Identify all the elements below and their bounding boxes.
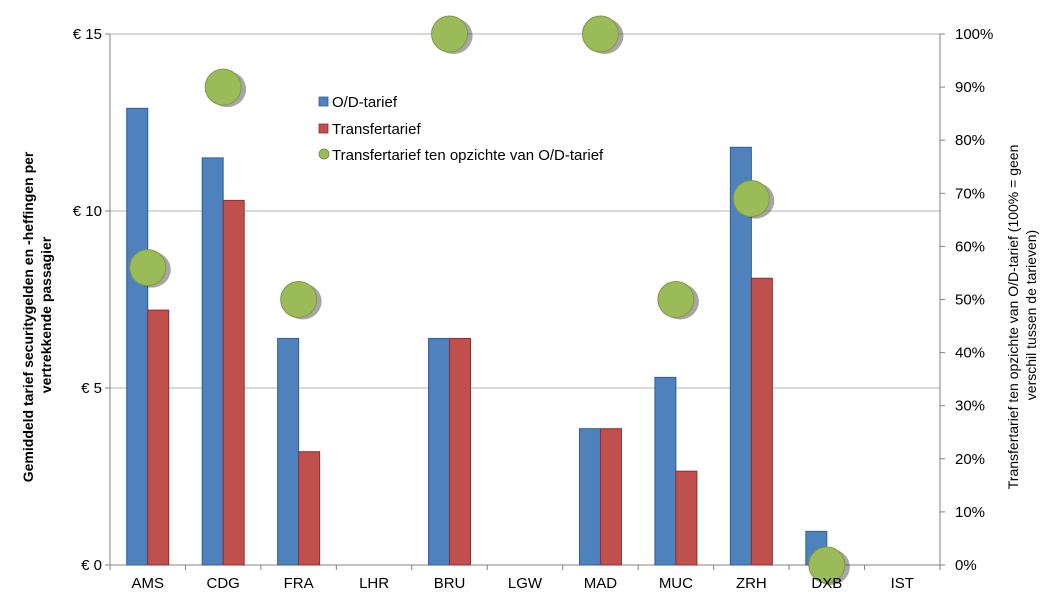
x-tick-label-bru: BRU	[434, 575, 466, 592]
y-right-tick-label-2: 20%	[955, 451, 985, 468]
marker-ratio-cdg	[204, 68, 242, 106]
bar-od-mad	[578, 428, 601, 566]
y-right-tick-label-8: 80%	[955, 132, 985, 149]
markers	[129, 15, 850, 585]
y-right-title-line-2: verschil tussen de tarieven)	[1023, 230, 1039, 400]
x-tick-label-mad: MAD	[584, 575, 618, 592]
x-tick-label-cdg: CDG	[207, 575, 240, 592]
tick-labels: € 0 € 5 € 10 € 15 0% 10% 20% 30% 40% 50% 60% 70% 80%…	[73, 26, 994, 592]
legend-label-od: O/D-tarief	[332, 94, 398, 111]
marker-ratio-zrh	[732, 180, 770, 218]
y-right-tick-label-4: 40%	[955, 345, 985, 362]
y-left-title-line-2: vertrekkende passagier	[38, 236, 54, 393]
marker-ratio-fra	[280, 281, 318, 318]
bar-transfer-zrh	[750, 277, 773, 566]
y-left-tick-label-2: € 10	[73, 203, 102, 220]
bar-od-cdg	[201, 157, 224, 566]
legend-label-transfer: Transfertarief	[332, 121, 421, 138]
bar-transfer-cdg	[222, 199, 245, 566]
y-right-tick-label-6: 60%	[955, 238, 985, 255]
bar-transfer-ams	[147, 309, 170, 566]
y-left-tick-label-1: € 5	[81, 380, 102, 397]
x-tick-label-lgw: LGW	[508, 575, 543, 592]
legend-label-ratio: Transfertarief ten opzichte van O/D-tari…	[332, 147, 604, 164]
bar-transfer-bru	[449, 337, 472, 566]
bars	[126, 107, 828, 566]
y-right-tick-label-0: 0%	[955, 557, 977, 574]
x-tick-label-dxb: DXB	[811, 575, 842, 592]
x-tick-label-ist: IST	[891, 575, 914, 592]
bar-od-bru	[428, 337, 451, 566]
x-tick-label-ams: AMS	[131, 575, 164, 592]
gridlines	[110, 33, 940, 389]
marker-ratio-dxb	[808, 546, 846, 584]
bar-od-ams	[126, 107, 149, 566]
bar-od-fra	[277, 337, 300, 566]
bar-od-muc	[654, 376, 677, 566]
marker-ratio-bru	[431, 15, 469, 53]
bar-transfer-muc	[675, 470, 698, 566]
x-tick-label-zrh: ZRH	[736, 575, 767, 592]
y-right-axis-title: Transfertarief ten opzichte van O/D-tari…	[1005, 141, 1039, 490]
y-right-tick-label-1: 10%	[955, 504, 985, 521]
y-left-axis-title: Gemiddeld tarief securitygelden en -heff…	[20, 148, 54, 483]
legend-swatch-transfer	[318, 123, 329, 134]
y-right-tick-label-3: 30%	[955, 398, 985, 415]
y-left-tick-label-3: € 15	[73, 26, 102, 43]
y-left-title-line-1: Gemiddeld tarief securitygelden en -heff…	[20, 151, 36, 482]
y-right-tick-label-9: 90%	[955, 79, 985, 96]
legend-swatch-ratio	[318, 148, 330, 160]
y-right-tick-label-5: 50%	[955, 292, 985, 309]
y-right-tick-label-7: 70%	[955, 185, 985, 202]
x-tick-label-lhr: LHR	[359, 575, 389, 592]
marker-ratio-mad	[581, 15, 619, 53]
y-right-title-line-1: Transfertarief ten opzichte van O/D-tari…	[1005, 145, 1021, 490]
y-right-tick-label-10: 100%	[955, 26, 993, 43]
x-tick-label-muc: MUC	[659, 575, 693, 592]
x-tick-label-fra: FRA	[284, 575, 314, 592]
legend-swatch-od	[318, 96, 329, 107]
bar-transfer-mad	[599, 428, 622, 566]
marker-ratio-ams	[129, 249, 167, 287]
y-left-tick-label-0: € 0	[81, 557, 102, 574]
bar-transfer-fra	[298, 451, 321, 566]
legend: O/D-tarief Transfertarief Transfertarief…	[318, 94, 604, 164]
axes	[105, 33, 945, 570]
marker-ratio-muc	[657, 281, 695, 318]
